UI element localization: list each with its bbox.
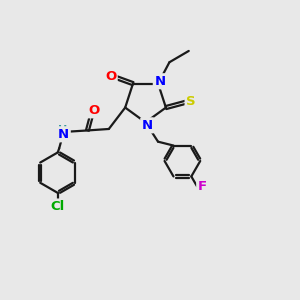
- Text: H: H: [58, 124, 67, 135]
- Text: F: F: [198, 180, 207, 193]
- Text: N: N: [142, 119, 153, 132]
- Text: O: O: [88, 104, 100, 117]
- Text: N: N: [154, 75, 166, 88]
- Text: O: O: [105, 70, 116, 83]
- Text: N: N: [58, 128, 69, 141]
- Text: Cl: Cl: [51, 200, 65, 213]
- Text: S: S: [186, 95, 196, 108]
